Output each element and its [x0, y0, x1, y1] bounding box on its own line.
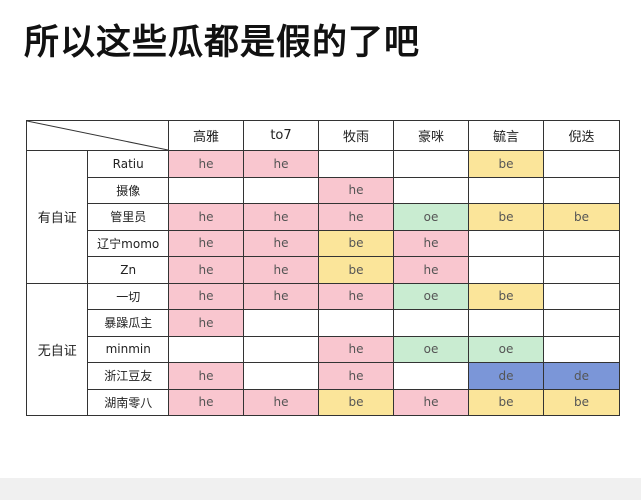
- rating-cell: [393, 362, 469, 390]
- corner-cell: [26, 120, 169, 151]
- table-row: 管里员 he he he oe be be: [27, 203, 620, 231]
- row-name: Ratiu: [87, 150, 169, 178]
- rating-cell: be: [318, 256, 394, 284]
- rating-cell: he: [318, 335, 394, 363]
- rating-cell: be: [543, 388, 620, 416]
- rating-cell: [393, 176, 469, 204]
- rating-cell: he: [168, 203, 244, 231]
- table-row: 无自证 一切 he he he oe be: [25, 282, 620, 416]
- column-header: 毓言: [468, 120, 544, 151]
- page-title: 所以这些瓜都是假的了吧: [24, 23, 421, 63]
- table-row: 暴躁瓜主 he: [27, 309, 620, 337]
- rating-cell: he: [243, 388, 319, 416]
- table-row: 浙江豆友 he he de de: [27, 362, 620, 390]
- header-row: 高雅 to7 牧雨 豪咪 毓言 倪迭: [26, 120, 620, 151]
- column-header: to7: [243, 120, 319, 151]
- column-header: 豪咪: [393, 120, 469, 151]
- rating-cell: he: [168, 362, 244, 390]
- rating-cell: [318, 309, 394, 337]
- column-header: 牧雨: [318, 120, 394, 151]
- rating-cell: [543, 150, 620, 178]
- rating-cell: he: [243, 150, 319, 178]
- rating-cell: he: [243, 282, 319, 310]
- rating-cell: [543, 282, 620, 310]
- table-row: Zn he he be he: [27, 256, 620, 284]
- rating-cell: [168, 176, 244, 204]
- rating-cell: [318, 150, 394, 178]
- rating-cell: [393, 309, 469, 337]
- row-name: 暴躁瓜主: [87, 309, 169, 337]
- row-name: Zn: [87, 256, 169, 284]
- rating-cell: he: [318, 203, 394, 231]
- row-name: 一切: [87, 282, 169, 310]
- rating-cell: [543, 256, 620, 284]
- rating-cell: [243, 335, 319, 363]
- diagonal-line: [27, 121, 168, 150]
- rating-cell: oe: [393, 203, 469, 231]
- rating-cell: [468, 309, 544, 337]
- column-header: 倪迭: [543, 120, 620, 151]
- rating-cell: he: [393, 229, 469, 257]
- rating-cell: be: [318, 229, 394, 257]
- table-row: 湖南零八 he he be he be be: [27, 388, 620, 416]
- group-label: 无自证: [25, 282, 89, 416]
- row-name: 摄像: [87, 176, 169, 204]
- rating-table: 高雅 to7 牧雨 豪咪 毓言 倪迭 有自证 Ratiu he he be 摄像 he 管里员 he he h…: [25, 120, 620, 416]
- rating-cell: oe: [468, 335, 544, 363]
- rating-cell: be: [318, 388, 394, 416]
- rating-cell: de: [543, 362, 620, 390]
- rating-cell: he: [168, 150, 244, 178]
- rating-cell: [543, 229, 620, 257]
- row-name: 管里员: [87, 203, 169, 231]
- row-name: 辽宁momo: [87, 229, 169, 257]
- rating-cell: he: [243, 203, 319, 231]
- rating-cell: [393, 150, 469, 178]
- bottom-bar: [0, 478, 641, 500]
- rating-cell: [468, 229, 544, 257]
- row-name: minmin: [87, 335, 169, 363]
- row-name: 湖南零八: [87, 388, 169, 416]
- table-row: 辽宁momo he he be he: [27, 229, 620, 257]
- rating-cell: [543, 309, 620, 337]
- rating-cell: be: [468, 203, 544, 231]
- rating-cell: he: [393, 388, 469, 416]
- rating-cell: he: [168, 256, 244, 284]
- rating-cell: [243, 309, 319, 337]
- rating-cell: he: [243, 256, 319, 284]
- table-row: 有自证 Ratiu he he be: [25, 150, 620, 284]
- rating-cell: be: [468, 388, 544, 416]
- rating-cell: he: [318, 176, 394, 204]
- rating-cell: he: [318, 362, 394, 390]
- rating-cell: [543, 335, 620, 363]
- rating-cell: he: [393, 256, 469, 284]
- rating-cell: [543, 176, 620, 204]
- rating-cell: [168, 335, 244, 363]
- rating-cell: he: [168, 282, 244, 310]
- group-label: 有自证: [25, 150, 89, 284]
- table-row: 摄像 he: [27, 176, 620, 204]
- row-name: 浙江豆友: [87, 362, 169, 390]
- rating-cell: he: [168, 229, 244, 257]
- rating-cell: oe: [393, 282, 469, 310]
- rating-cell: [468, 256, 544, 284]
- rating-cell: [243, 176, 319, 204]
- column-header: 高雅: [168, 120, 244, 151]
- table-row: minmin he oe oe: [27, 335, 620, 363]
- rating-cell: [468, 176, 544, 204]
- rating-cell: oe: [393, 335, 469, 363]
- rating-cell: be: [543, 203, 620, 231]
- rating-cell: he: [318, 282, 394, 310]
- rating-cell: he: [168, 388, 244, 416]
- rating-cell: [243, 362, 319, 390]
- rating-cell: he: [168, 309, 244, 337]
- rating-cell: be: [468, 282, 544, 310]
- rating-cell: be: [468, 150, 544, 178]
- rating-cell: de: [468, 362, 544, 390]
- rating-cell: he: [243, 229, 319, 257]
